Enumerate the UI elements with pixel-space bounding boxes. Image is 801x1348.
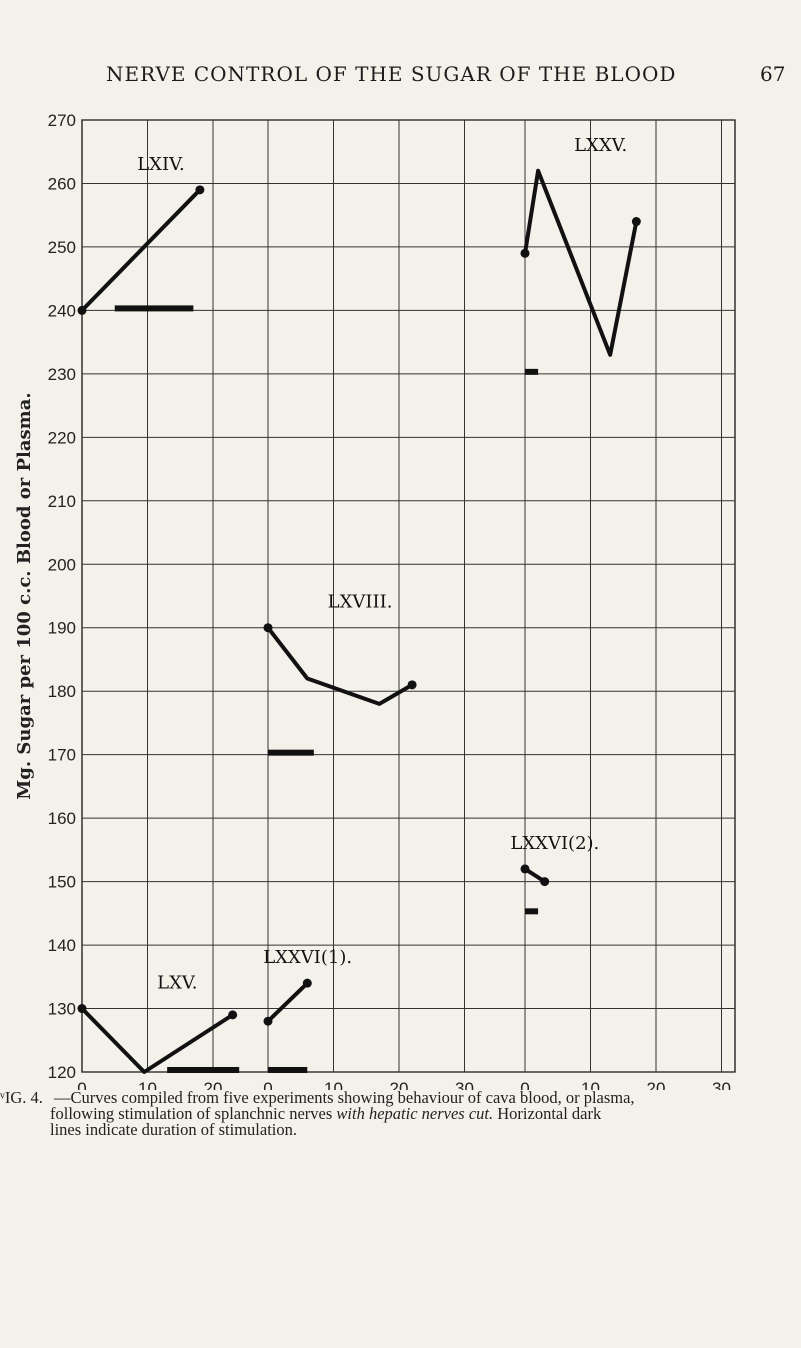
x-tick-label: 20 bbox=[390, 1079, 409, 1090]
stimulation-bar bbox=[167, 1067, 240, 1073]
x-tick-label: 0 bbox=[520, 1079, 529, 1090]
x-tick-label: 20 bbox=[204, 1079, 223, 1090]
series-label: LXIV. bbox=[137, 154, 184, 175]
series-line bbox=[523, 168, 639, 357]
y-tick-label: 260 bbox=[48, 174, 76, 193]
series-marker bbox=[228, 1010, 238, 1020]
series-marker bbox=[631, 217, 641, 227]
y-tick-label: 120 bbox=[48, 1063, 76, 1082]
plot-frame bbox=[81, 119, 736, 1073]
stimulation-bar bbox=[525, 908, 539, 915]
series-line bbox=[80, 1007, 234, 1074]
stimulation-bar bbox=[268, 1067, 308, 1073]
series-line bbox=[266, 626, 414, 706]
stimulation-bar bbox=[114, 305, 194, 312]
x-tick-label: 0 bbox=[77, 1079, 86, 1090]
y-tick-label: 250 bbox=[48, 238, 76, 257]
y-tick-label: 240 bbox=[48, 301, 76, 320]
y-tick-label: 160 bbox=[48, 809, 76, 828]
series-label: LXXVI(1). bbox=[263, 947, 352, 968]
x-tick-label: 0 bbox=[263, 1079, 272, 1090]
x-tick-label: 10 bbox=[581, 1079, 600, 1090]
series-marker bbox=[77, 1004, 87, 1014]
series-marker bbox=[302, 978, 312, 988]
y-tick-label: 190 bbox=[48, 619, 76, 638]
caption-line-3: lines indicate duration of stimulation. bbox=[50, 1120, 297, 1139]
caption-line-2-italic: with hepatic nerves cut. bbox=[336, 1104, 494, 1123]
y-tick-label: 270 bbox=[48, 111, 76, 130]
series-marker bbox=[520, 248, 530, 258]
y-tick-label: 220 bbox=[48, 428, 76, 447]
y-tick-label: 170 bbox=[48, 746, 76, 765]
series-marker bbox=[195, 185, 205, 195]
caption-line-2b: Horizontal dark bbox=[493, 1104, 602, 1123]
series-marker bbox=[77, 305, 87, 315]
series-line bbox=[266, 981, 309, 1023]
series-label: LXVIII. bbox=[328, 592, 393, 613]
x-tick-label: 10 bbox=[138, 1079, 157, 1090]
page-header: NERVE CONTROL OF THE SUGAR OF THE BLOOD … bbox=[0, 62, 801, 92]
caption-figure-label: ᵛIG. 4. bbox=[0, 1088, 43, 1107]
series-label: LXV. bbox=[157, 973, 197, 994]
series-label: LXXV. bbox=[574, 135, 627, 156]
stimulation-bar bbox=[525, 368, 539, 375]
y-tick-label: 200 bbox=[48, 555, 76, 574]
y-tick-label: 140 bbox=[48, 936, 76, 955]
y-axis-label: Mg. Sugar per 100 c.c. Blood or Plasma. bbox=[14, 392, 35, 799]
x-tick-label: 10 bbox=[324, 1079, 343, 1090]
series-line bbox=[80, 188, 202, 312]
series-marker bbox=[263, 623, 273, 633]
y-tick-label: 210 bbox=[48, 492, 76, 511]
figure-caption: ᵛIG. 4. —Curves compiled from five experi… bbox=[0, 1088, 770, 1139]
series-marker bbox=[520, 864, 530, 874]
running-title: NERVE CONTROL OF THE SUGAR OF THE BLOOD bbox=[106, 62, 677, 86]
y-tick-label: 180 bbox=[48, 682, 76, 701]
sugar-chart: 1201301401501601701801902002102202302402… bbox=[14, 111, 736, 1090]
y-tick-label: 130 bbox=[48, 1000, 76, 1019]
series-marker bbox=[407, 680, 417, 690]
x-tick-label: 30 bbox=[712, 1079, 731, 1090]
series-marker bbox=[540, 877, 550, 887]
caption-line-2a: following stimulation of splanchnic nerv… bbox=[50, 1104, 337, 1123]
caption-line-1: —Curves compiled from five experiments s… bbox=[54, 1088, 635, 1107]
y-tick-label: 150 bbox=[48, 873, 76, 892]
x-tick-label: 30 bbox=[455, 1079, 474, 1090]
page-number: 67 bbox=[760, 62, 786, 86]
y-tick-label: 230 bbox=[48, 365, 76, 384]
series-label: LXXVI(2). bbox=[510, 833, 599, 854]
stimulation-bar bbox=[268, 749, 314, 756]
series-marker bbox=[263, 1016, 273, 1026]
x-tick-label: 20 bbox=[647, 1079, 666, 1090]
